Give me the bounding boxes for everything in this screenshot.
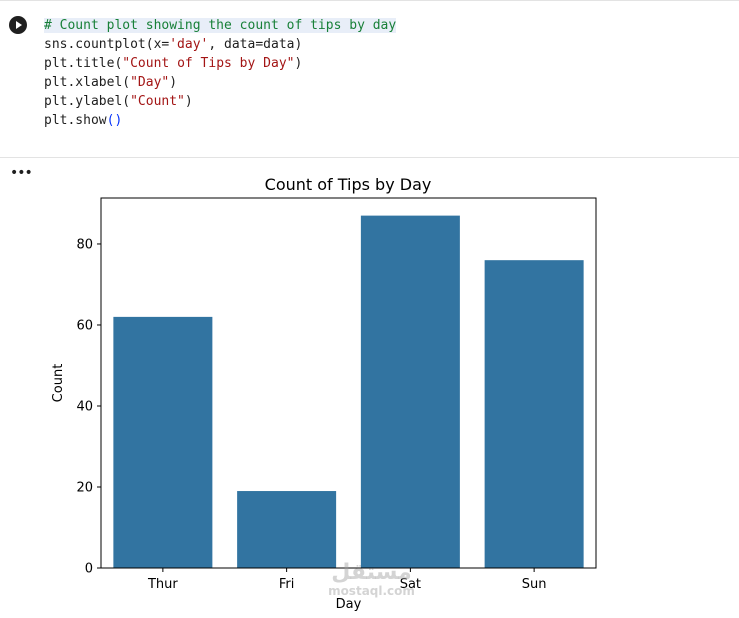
run-cell-button[interactable] [9,16,27,34]
code-line: plt.title("Count of Tips by Day") [44,54,396,73]
x-tick-label: Sat [400,577,421,592]
code-line: plt.ylabel("Count") [44,92,396,111]
code-token: sns.countplot(x= [44,37,170,52]
code-token: plt.show [44,113,107,128]
bar-thur [113,316,213,568]
plot-frame [100,197,597,569]
code-token: plt.xlabel( [44,75,131,90]
code-token: 'day' [169,37,209,52]
code-token: plt.title( [44,56,123,71]
output-menu-button[interactable]: ••• [10,165,33,181]
y-tick-label: 40 [76,399,93,414]
code-token: # Count plot showing the count of tips b… [44,18,397,33]
x-tick-label: Fri [279,577,295,592]
code-token: () [106,113,123,128]
y-tick-label: 60 [76,318,93,333]
code-line: sns.countplot(x='day', data=data) [44,35,396,54]
code-token: plt.ylabel( [44,94,131,109]
code-token: "Day" [130,75,170,90]
code-token: ) [169,75,178,90]
code-token: ) [294,56,303,71]
y-axis-label: Count [51,364,66,403]
code-line: # Count plot showing the count of tips b… [44,16,397,35]
x-tick-label: Sun [522,577,547,592]
bar-sun [484,260,584,568]
play-icon [16,21,22,29]
x-axis-label: Day [336,597,362,612]
code-line: plt.xlabel("Day") [44,73,396,92]
code-line: plt.show() [44,111,396,130]
code-cell: # Count plot showing the count of tips b… [0,0,739,158]
bar-sat [360,215,460,568]
y-tick-label: 0 [85,562,93,577]
code-editor[interactable]: # Count plot showing the count of tips b… [44,16,397,130]
chart-title: Count of Tips by Day [265,175,432,194]
y-tick-label: 80 [76,237,93,252]
code-token: "Count of Tips by Day" [122,56,295,71]
code-token: , data=data) [208,37,303,52]
bar-fri [237,491,337,568]
code-token: ) [184,94,193,109]
code-token: "Count" [130,94,185,109]
y-tick-label: 20 [76,480,93,495]
count-plot-chart: Count of Tips by Day 0 20 40 60 80 Thur Fri Sa… [51,175,597,612]
x-tick-label: Thur [147,577,178,592]
